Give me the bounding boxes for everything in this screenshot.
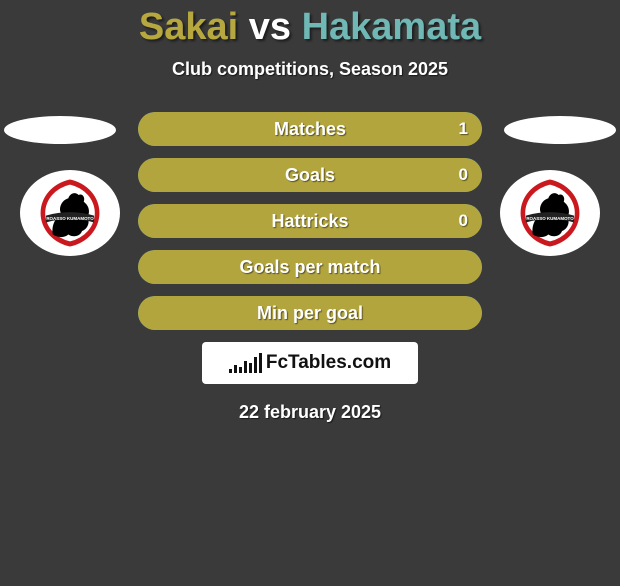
player1-ellipse — [4, 116, 116, 144]
stat-rows: Matches1Goals0Hattricks0Goals per matchM… — [138, 112, 482, 330]
stat-row: Hattricks0 — [138, 204, 482, 238]
club-logo-svg: ROASSO KUMAMOTO — [27, 174, 113, 252]
player2-ellipse — [504, 116, 616, 144]
stat-value-right: 0 — [459, 165, 468, 185]
stat-row: Matches1 — [138, 112, 482, 146]
page-title: Sakai vs Hakamata — [0, 6, 620, 49]
brand-text: FcTables.com — [266, 352, 391, 374]
stat-row: Goals per match — [138, 250, 482, 284]
subtitle: Club competitions, Season 2025 — [0, 59, 620, 80]
brand-bars-icon — [229, 353, 262, 373]
title-player1: Sakai — [139, 6, 238, 48]
stat-value-right: 0 — [459, 211, 468, 231]
stat-label: Min per goal — [138, 303, 482, 324]
svg-text:ROASSO KUMAMOTO: ROASSO KUMAMOTO — [46, 216, 94, 221]
club-logo-svg: ROASSO KUMAMOTO — [507, 174, 593, 252]
stat-row: Goals0 — [138, 158, 482, 192]
stat-row: Min per goal — [138, 296, 482, 330]
brand-logo: FcTables.com — [202, 342, 418, 384]
svg-text:ROASSO KUMAMOTO: ROASSO KUMAMOTO — [526, 216, 574, 221]
title-player2: Hakamata — [302, 6, 482, 48]
stat-label: Matches — [138, 119, 482, 140]
stat-value-right: 1 — [459, 119, 468, 139]
title-vs: vs — [249, 6, 291, 48]
player2-club-logo: ROASSO KUMAMOTO — [500, 170, 600, 256]
date-text: 22 february 2025 — [0, 402, 620, 423]
player1-club-logo: ROASSO KUMAMOTO — [20, 170, 120, 256]
stat-label: Goals — [138, 165, 482, 186]
stat-label: Hattricks — [138, 211, 482, 232]
stat-label: Goals per match — [138, 257, 482, 278]
content-area: ROASSO KUMAMOTO ROASSO KUMAMOTO Matches1… — [0, 112, 620, 423]
